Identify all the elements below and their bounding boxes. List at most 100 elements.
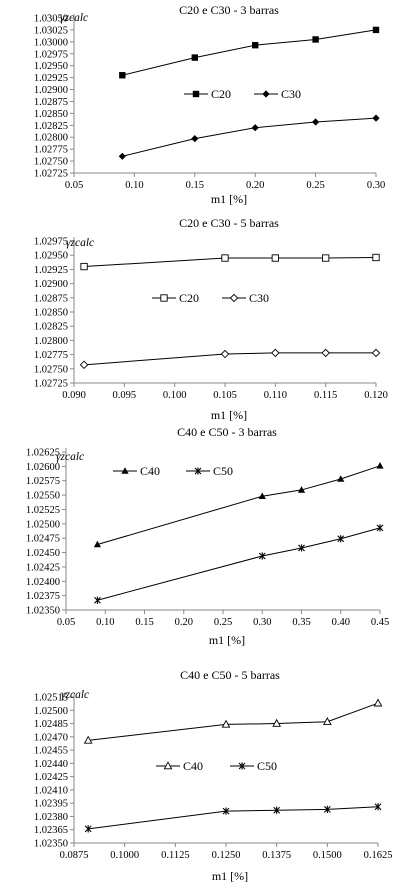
chart-2: C20 e C30 - 5 barras 1.02725 1.02750 1.0277…: [34, 216, 388, 422]
data-point-c20: [191, 54, 198, 61]
x-tick-label: 0.10: [125, 180, 143, 191]
y-tick-label: 1.02925: [34, 73, 68, 84]
y-tick-label: 1.02900: [34, 85, 68, 96]
x-tick-label: 0.1500: [313, 850, 342, 861]
y-tick-label: 1.02500: [26, 519, 60, 530]
series-line-c30: [122, 117, 377, 157]
y-tick-label: 1.02875: [34, 293, 68, 304]
legend-label: C40: [140, 464, 160, 478]
y-tick-label: 1.02410: [34, 785, 68, 796]
data-point-c30: [191, 135, 199, 143]
x-axis-label: m1 [%]: [211, 408, 247, 422]
x-tick-label: 0.40: [332, 617, 350, 628]
y-tick-label: 1.02350: [34, 839, 68, 850]
y-tick-label: 1.02800: [34, 336, 68, 347]
y-tick-label: 1.02775: [34, 145, 68, 156]
y-tick-label: 1.02725: [34, 379, 68, 390]
y-axis-label: γzcalc: [60, 12, 88, 24]
data-point-c20: [322, 254, 330, 262]
y-tick-label: 1.02455: [34, 746, 68, 757]
y-tick-label: 1.02800: [34, 133, 68, 144]
legend-label: C50: [213, 464, 233, 478]
x-tick-label: 0.1125: [161, 850, 190, 861]
y-tick-label: 1.02350: [26, 606, 60, 617]
y-tick-label: 1.02400: [26, 577, 60, 588]
y-tick-label: 1.02625: [26, 448, 60, 459]
legend-marker-c20: [192, 90, 200, 98]
x-tick-label: 0.1250: [212, 850, 241, 861]
y-tick-label: 1.02975: [34, 237, 68, 248]
data-point-c30: [220, 349, 230, 359]
y-tick-label: 1.02950: [34, 61, 68, 72]
data-point-c20: [271, 254, 279, 262]
data-point-c50: [337, 535, 345, 543]
y-tick-label: 1.02525: [26, 505, 60, 516]
x-axis-label: m1 [%]: [209, 633, 245, 647]
x-tick-label: 0.110: [264, 390, 287, 401]
y-tick-label: 1.02425: [26, 562, 60, 573]
y-tick-label: 1.02395: [34, 799, 68, 810]
x-tick-label: 0.10: [96, 617, 114, 628]
legend-marker-c50: [194, 467, 202, 475]
data-point-c20: [372, 26, 380, 34]
y-tick-label: 1.03025: [34, 25, 68, 36]
y-tick-label: 1.02375: [26, 591, 60, 602]
x-tick-label: 0.30: [253, 617, 271, 628]
x-axis-label: m1 [%]: [211, 192, 247, 206]
x-tick-label: 0.15: [135, 617, 153, 628]
data-point-c50: [84, 825, 92, 833]
x-tick-label: 0.05: [57, 617, 75, 628]
data-point-c40: [272, 718, 282, 727]
y-tick-label: 1.02850: [34, 109, 68, 120]
x-tick-label: 0.120: [364, 390, 388, 401]
x-tick-label: 0.1625: [364, 850, 393, 861]
data-point-c50: [298, 544, 305, 552]
data-point-c50: [94, 596, 101, 604]
y-tick-label: 1.02950: [34, 251, 68, 262]
y-tick-label: 1.02775: [34, 350, 68, 361]
data-point-c50: [258, 552, 266, 560]
x-tick-label: 0.095: [113, 390, 137, 401]
y-axis-label: γzcalc: [61, 689, 89, 701]
legend-label: C40: [183, 759, 203, 773]
y-tick-label: 1.02485: [34, 719, 68, 730]
x-tick-label: 0.115: [314, 390, 337, 401]
x-tick-label: 0.25: [214, 617, 232, 628]
data-point-c20: [372, 253, 380, 262]
data-point-c30: [118, 152, 126, 160]
data-point-c30: [251, 124, 259, 132]
legend-marker-c50: [238, 762, 246, 770]
data-point-c40: [258, 492, 266, 500]
x-tick-label: 0.1000: [110, 850, 139, 861]
data-point-c40: [376, 461, 384, 469]
y-tick-label: 1.02825: [34, 322, 68, 333]
data-point-c30: [321, 348, 330, 358]
y-tick-label: 1.02575: [26, 476, 60, 487]
y-tick-label: 1.02825: [34, 121, 68, 132]
data-point-c30: [312, 118, 320, 126]
y-tick-label: 1.02365: [34, 825, 68, 836]
chart-title: C40 e C50 - 5 barras: [180, 668, 280, 682]
data-point-c20: [221, 254, 229, 262]
legend-marker-c30: [262, 90, 270, 98]
x-tick-label: 0.090: [62, 390, 86, 401]
series-line-c50: [97, 527, 381, 601]
data-point-c50: [323, 805, 331, 813]
y-tick-label: 1.02475: [26, 534, 60, 545]
legend-marker-c30: [229, 293, 239, 303]
data-point-c20: [80, 262, 88, 271]
y-tick-label: 1.03050: [34, 14, 68, 25]
x-tick-label: 0.05: [65, 180, 83, 191]
data-point-c20: [312, 36, 319, 43]
chart-3: C40 e C50 - 3 barras 1.02350 1.02375 1.0240…: [26, 425, 389, 647]
data-point-c40: [297, 486, 306, 493]
series-line-c20: [84, 256, 377, 268]
data-point-c50: [222, 807, 230, 815]
data-point-c40: [373, 698, 383, 707]
data-point-c50: [376, 524, 384, 532]
y-tick-label: 1.02600: [26, 462, 60, 473]
data-point-c30: [79, 360, 89, 370]
legend-label: C30: [281, 87, 301, 101]
data-point-c40: [337, 475, 345, 482]
